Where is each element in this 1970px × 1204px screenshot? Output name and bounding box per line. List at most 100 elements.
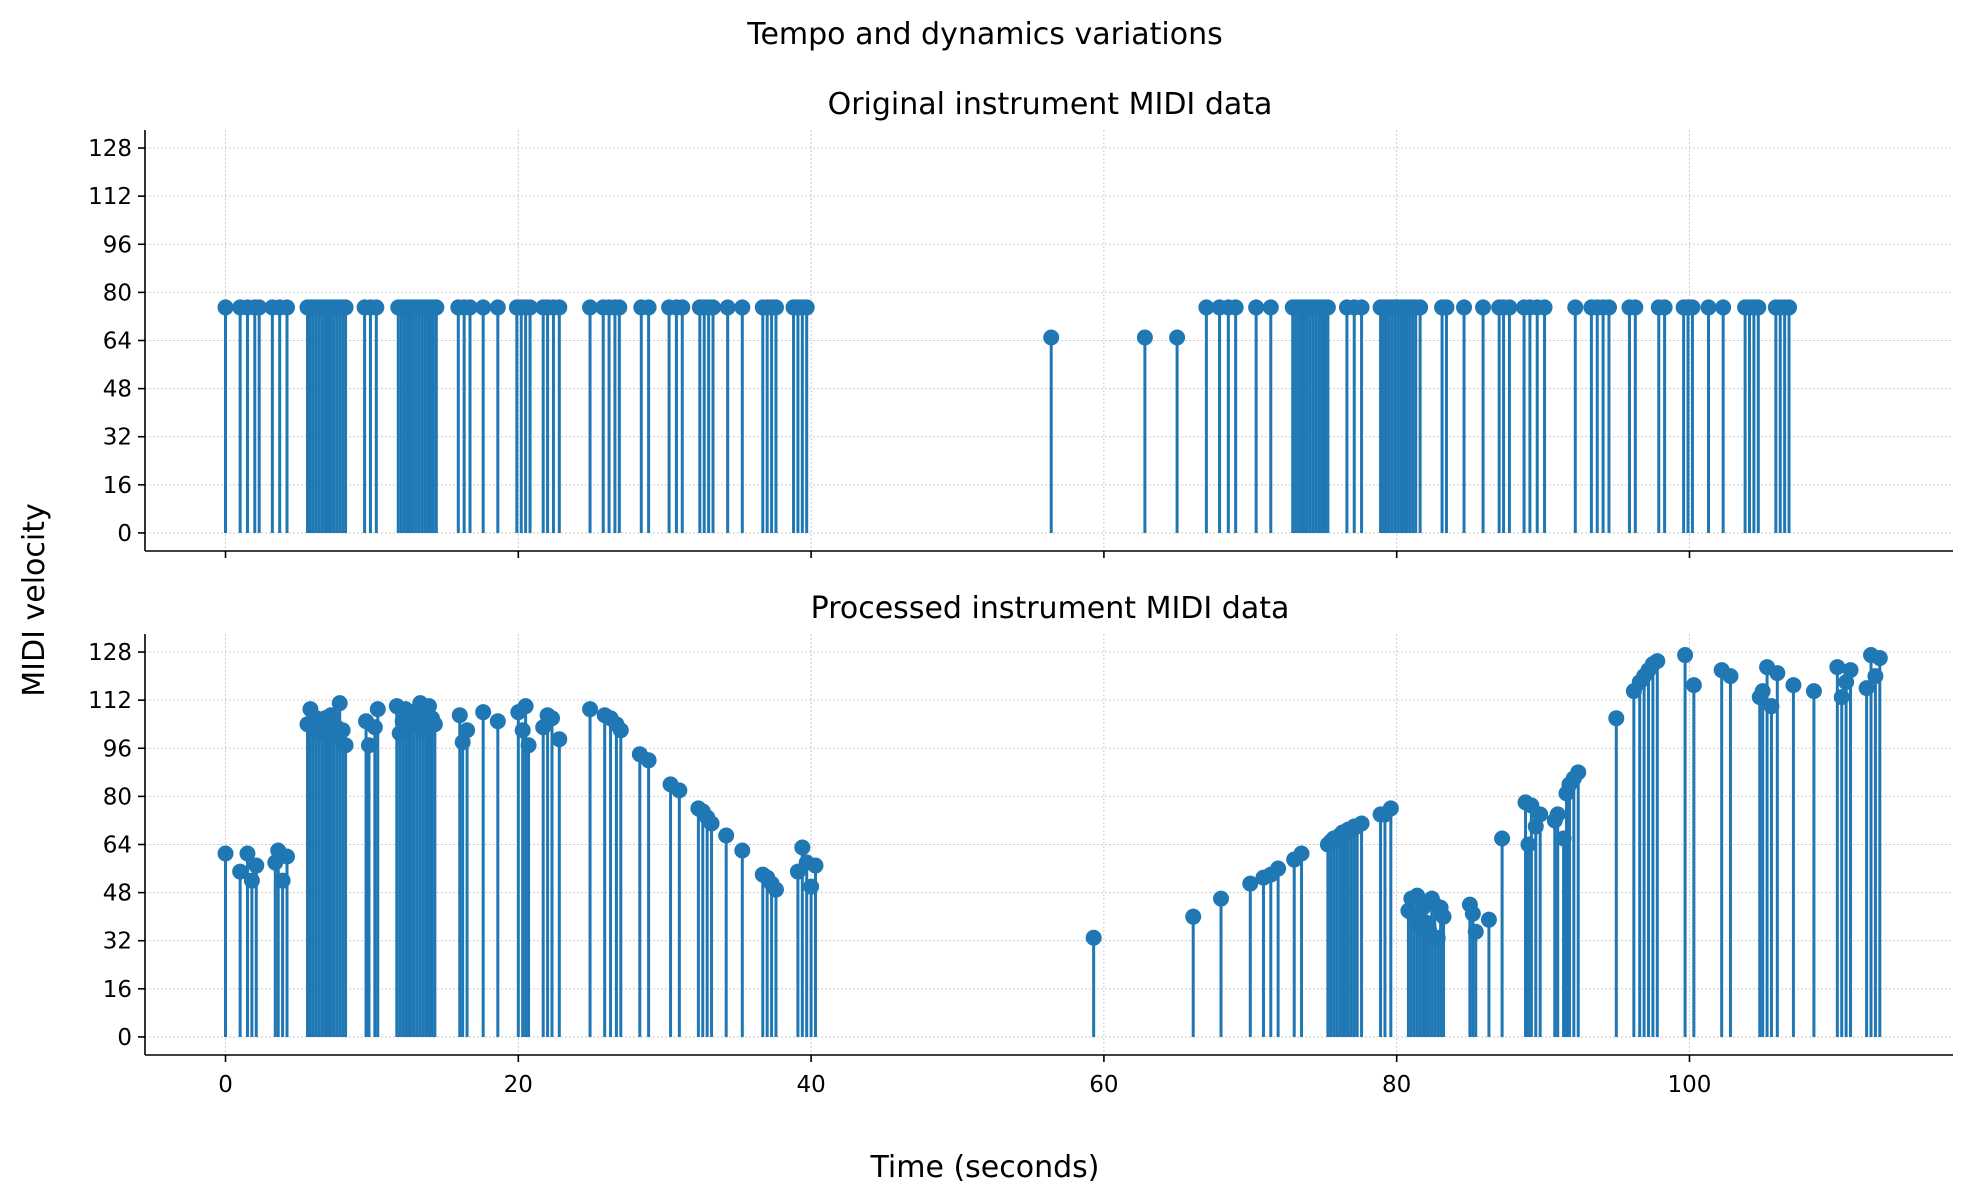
processed-stem-marker-54	[582, 701, 599, 718]
original-y-tick-label-112: 112	[88, 184, 132, 210]
processed-stem-marker-2	[239, 845, 256, 862]
original-stem-marker-114	[1412, 299, 1429, 316]
subplot-original-ticks: 0 16 32 48 64 80 96 112 128	[88, 136, 1691, 558]
original-stem-marker-4	[251, 299, 268, 316]
processed-stem-marker-20	[331, 695, 348, 712]
processed-stem-marker-112	[1429, 929, 1446, 946]
processed-stem-marker-21	[334, 722, 351, 739]
original-stem-marker-117	[1456, 299, 1473, 316]
original-stem-marker-84	[1262, 299, 1279, 316]
processed-stem-marker-68	[734, 842, 751, 859]
original-y-tick-label-48: 48	[103, 377, 132, 403]
processed-stem-marker-150	[1829, 659, 1846, 676]
original-stem-marker-143	[1750, 299, 1767, 316]
original-stem-marker-82	[1227, 299, 1244, 316]
subplot-original-stems	[217, 299, 1798, 533]
processed-stem-marker-48	[517, 698, 534, 715]
original-stem-marker-137	[1684, 299, 1701, 316]
processed-stem-marker-127	[1555, 830, 1572, 847]
original-stem-marker-41	[462, 299, 479, 316]
processed-stem-marker-72	[767, 881, 784, 898]
processed-y-tick-label-64: 64	[103, 833, 132, 859]
original-stem-marker-118	[1475, 299, 1492, 316]
original-stem-marker-66	[719, 299, 736, 316]
original-y-tick-label-80: 80	[103, 280, 132, 306]
processed-y-tick-label-96: 96	[103, 736, 132, 762]
processed-stem-marker-132	[1608, 710, 1625, 727]
original-y-tick-label-0: 0	[117, 521, 132, 547]
original-stem-marker-76	[1043, 329, 1060, 346]
processed-stem-marker-22	[337, 737, 354, 754]
processed-x-tick-label-0: 0	[218, 1072, 233, 1098]
processed-stem-marker-98	[1353, 815, 1370, 832]
original-stem-marker-65	[705, 299, 722, 316]
original-stem-marker-51	[551, 299, 568, 316]
subplot-processed-title: Processed instrument MIDI data	[811, 591, 1290, 626]
processed-stem-marker-119	[1494, 830, 1511, 847]
original-stem-marker-56	[611, 299, 628, 316]
processed-stem-marker-44	[475, 704, 492, 721]
original-stem-marker-21	[337, 299, 354, 316]
processed-stem-marker-74	[794, 839, 811, 856]
processed-stem-marker-151	[1833, 689, 1850, 706]
original-y-tick-label-64: 64	[103, 329, 132, 355]
processed-y-tick-label-0: 0	[117, 1025, 132, 1051]
processed-stem-marker-86	[1293, 845, 1310, 862]
original-stem-marker-125	[1536, 299, 1553, 316]
processed-stem-marker-47	[514, 722, 531, 739]
original-stem-marker-52	[582, 299, 599, 316]
processed-stem-marker-157	[1871, 650, 1888, 667]
processed-stem-marker-58	[612, 722, 629, 739]
original-y-tick-label-32: 32	[103, 425, 132, 451]
processed-stem-marker-156	[1867, 668, 1884, 685]
processed-stem-marker-1	[232, 863, 249, 880]
processed-y-tick-label-48: 48	[103, 881, 132, 907]
original-stem-marker-139	[1715, 299, 1732, 316]
original-stem-marker-83	[1248, 299, 1265, 316]
processed-stem-marker-67	[718, 827, 735, 844]
processed-stem-marker-0	[217, 845, 234, 862]
processed-y-tick-label-16: 16	[103, 977, 132, 1003]
original-stem-marker-0	[217, 299, 234, 316]
original-stem-marker-126	[1567, 299, 1584, 316]
processed-y-tick-label-32: 32	[103, 929, 132, 955]
processed-stem-marker-3	[243, 872, 260, 889]
processed-stem-marker-43	[459, 722, 476, 739]
processed-stem-marker-105	[1409, 887, 1426, 904]
original-stem-marker-77	[1136, 329, 1153, 346]
subplot-processed-ticks: 0 16 32 48 64 80 96 112 128 0 20 40 60 80 100	[88, 640, 1711, 1098]
processed-stem-marker-116	[1464, 905, 1481, 922]
processed-stem-marker-26	[369, 701, 386, 718]
processed-y-tick-label-112: 112	[88, 688, 132, 714]
original-stem-marker-97	[1319, 299, 1336, 316]
original-stem-marker-138	[1700, 299, 1717, 316]
processed-y-tick-label-128: 128	[88, 640, 132, 666]
processed-stem-marker-118	[1480, 911, 1497, 928]
processed-stem-marker-123	[1527, 818, 1544, 835]
subplot-processed-grid	[145, 634, 1953, 1055]
original-stem-marker-7	[279, 299, 296, 316]
original-stem-marker-67	[734, 299, 751, 316]
original-stem-marker-58	[640, 299, 657, 316]
processed-stem-marker-121	[1520, 836, 1537, 853]
figure-suptitle: Tempo and dynamics variations	[746, 17, 1223, 52]
processed-stem-marker-149	[1805, 683, 1822, 700]
processed-stem-marker-77	[807, 857, 824, 874]
processed-stem-marker-7	[274, 872, 291, 889]
processed-stem-marker-138	[1649, 653, 1666, 670]
original-stem-marker-71	[767, 299, 784, 316]
processed-x-tick-label-40: 40	[796, 1072, 825, 1098]
original-stem-marker-130	[1600, 299, 1617, 316]
processed-stem-marker-148	[1785, 677, 1802, 694]
original-y-tick-label-96: 96	[103, 232, 132, 258]
subplot-original: Original instrument MIDI data 0 16 32 48 64 8…	[88, 87, 1953, 558]
processed-stem-marker-66	[703, 815, 720, 832]
processed-stem-marker-49	[520, 737, 537, 754]
processed-stem-marker-24	[360, 737, 377, 754]
processed-x-tick-label-20: 20	[504, 1072, 533, 1098]
processed-stem-marker-62	[671, 782, 688, 799]
subplot-processed-stems	[217, 647, 1888, 1037]
original-stem-marker-147	[1781, 299, 1798, 316]
processed-stem-marker-76	[803, 878, 820, 895]
